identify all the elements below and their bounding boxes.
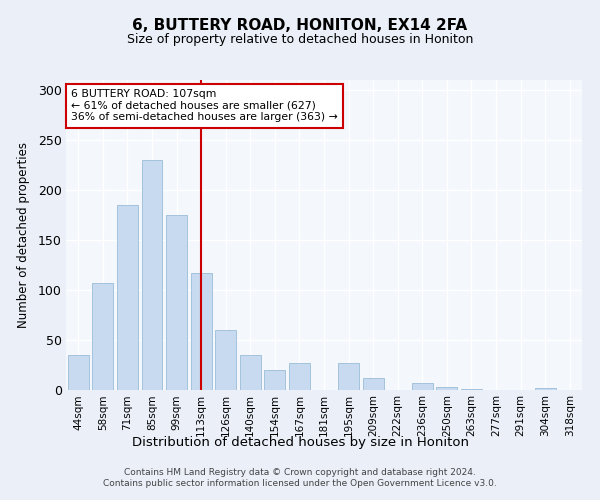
Bar xyxy=(412,383,433,390)
Text: 6 BUTTERY ROAD: 107sqm
← 61% of detached houses are smaller (627)
36% of semi-de: 6 BUTTERY ROAD: 107sqm ← 61% of detached… xyxy=(71,90,338,122)
Text: Distribution of detached houses by size in Honiton: Distribution of detached houses by size … xyxy=(131,436,469,449)
Text: Contains HM Land Registry data © Crown copyright and database right 2024.: Contains HM Land Registry data © Crown c… xyxy=(124,468,476,477)
Bar xyxy=(215,330,236,390)
Bar xyxy=(142,160,163,390)
Bar xyxy=(191,273,212,390)
Text: Size of property relative to detached houses in Honiton: Size of property relative to detached ho… xyxy=(127,32,473,46)
Bar xyxy=(362,378,383,390)
Text: 6, BUTTERY ROAD, HONITON, EX14 2FA: 6, BUTTERY ROAD, HONITON, EX14 2FA xyxy=(133,18,467,32)
Bar xyxy=(338,363,359,390)
Bar xyxy=(289,363,310,390)
Bar xyxy=(265,370,286,390)
Text: Contains public sector information licensed under the Open Government Licence v3: Contains public sector information licen… xyxy=(103,480,497,488)
Bar xyxy=(117,205,138,390)
Bar xyxy=(461,389,482,390)
Bar xyxy=(240,355,261,390)
Bar xyxy=(68,355,89,390)
Y-axis label: Number of detached properties: Number of detached properties xyxy=(17,142,29,328)
Bar xyxy=(92,283,113,390)
Bar xyxy=(535,388,556,390)
Bar xyxy=(436,387,457,390)
Bar xyxy=(166,215,187,390)
